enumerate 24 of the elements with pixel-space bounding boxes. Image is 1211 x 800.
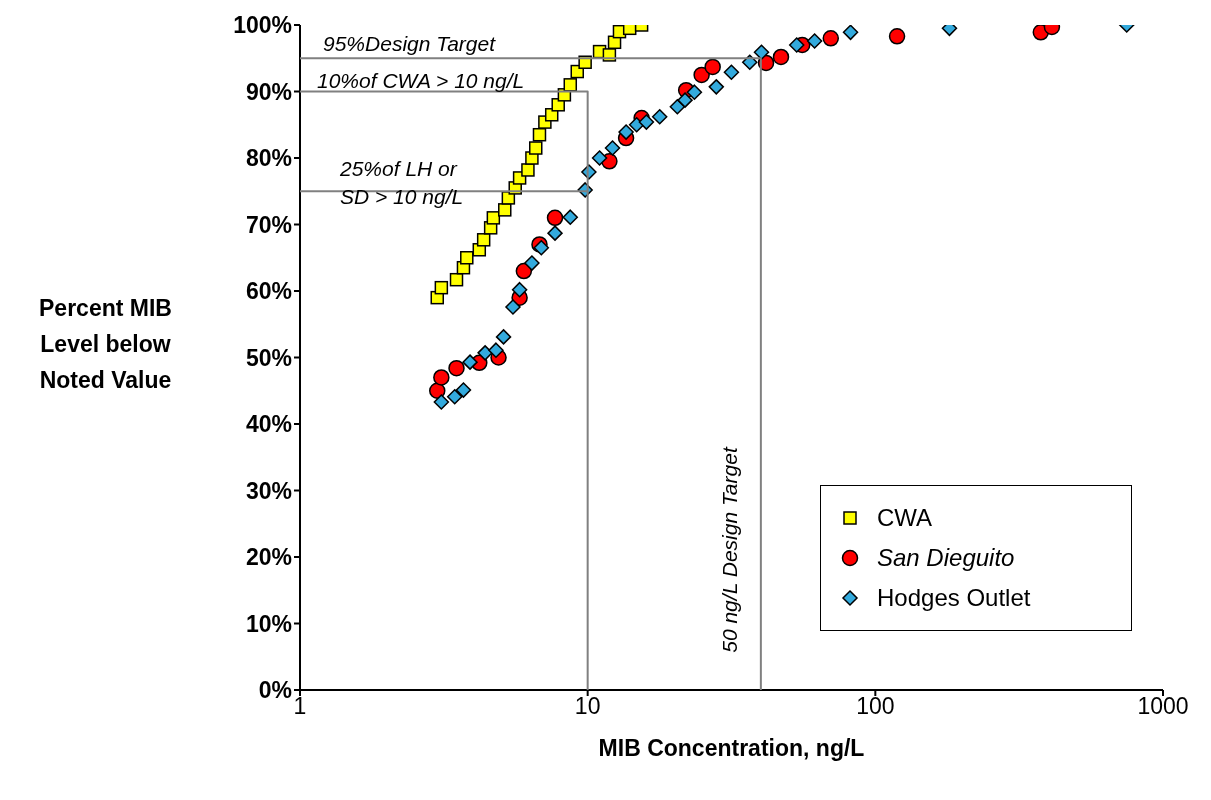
y-tick-label: 70%	[245, 211, 292, 238]
x-tick-label: 1000	[1137, 693, 1189, 720]
x-tick-label: 10	[574, 693, 601, 720]
legend-label: CWA	[877, 504, 933, 532]
y-tick-label: 100%	[233, 12, 292, 39]
annotation: 25%of LH or SD > 10 ng/L	[340, 156, 464, 210]
x-tick-label: 1	[293, 693, 307, 720]
annotation: 10%of CWA > 10 ng/L	[317, 68, 525, 94]
x-axis-title: MIB Concentration, ng/L	[598, 735, 865, 762]
y-tick-label: 40%	[245, 411, 292, 438]
y-tick-label: 0%	[258, 677, 292, 704]
y-tick-label: 30%	[245, 477, 292, 504]
y-tick-label: 80%	[245, 145, 292, 172]
y-tick-label: 90%	[245, 78, 292, 105]
y-tick-label: 10%	[245, 610, 292, 637]
y-axis-title: Percent MIB Level below Noted Value	[38, 294, 173, 395]
y-tick-label: 20%	[245, 544, 292, 571]
y-tick-label: 60%	[245, 278, 292, 305]
x-tick-label: 100	[856, 693, 895, 720]
annotation: 50 ng/L Design Target	[717, 447, 742, 653]
legend-label: San Dieguito	[877, 544, 1015, 572]
annotation: 95%Design Target	[323, 31, 495, 57]
legend-label: Hodges Outlet	[877, 584, 1031, 612]
y-tick-label: 50%	[245, 344, 292, 371]
